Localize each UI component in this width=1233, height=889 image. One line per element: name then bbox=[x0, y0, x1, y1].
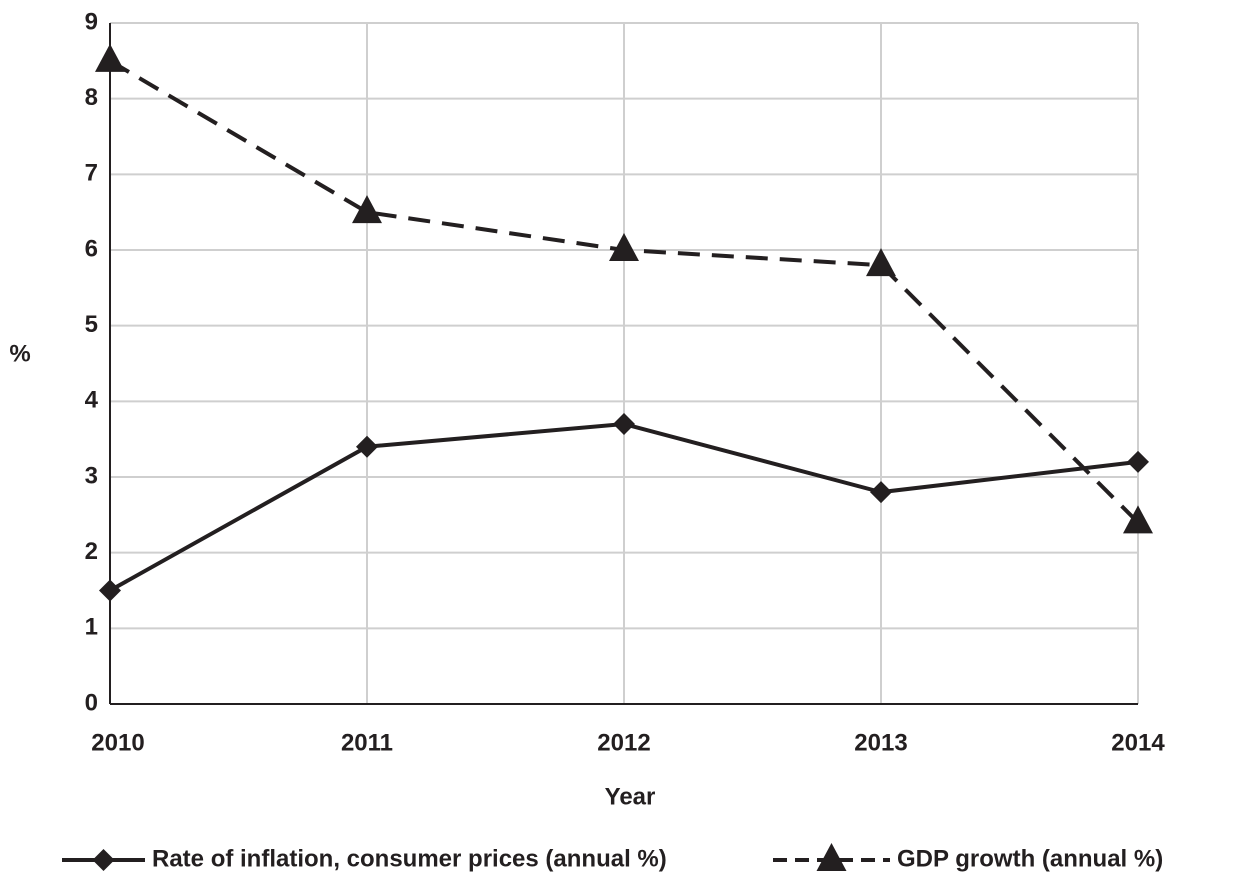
y-axis-label: % bbox=[9, 340, 30, 367]
legend-label: Rate of inflation, consumer prices (annu… bbox=[152, 845, 667, 872]
y-tick-label: 3 bbox=[85, 462, 98, 489]
x-tick-label: 2014 bbox=[1111, 729, 1165, 756]
triangle-marker bbox=[1123, 505, 1153, 534]
triangle-marker bbox=[95, 43, 125, 72]
diamond-marker bbox=[356, 435, 378, 458]
triangle-marker bbox=[816, 843, 847, 871]
x-tick-label: 2010 bbox=[91, 729, 144, 756]
diamond-marker bbox=[92, 849, 115, 871]
diamond-marker bbox=[613, 413, 635, 436]
triangle-marker bbox=[609, 233, 639, 261]
x-tick-label: 2012 bbox=[597, 729, 650, 756]
triangle-marker bbox=[866, 248, 896, 277]
diamond-marker bbox=[870, 481, 892, 504]
y-tick-label: 5 bbox=[85, 311, 98, 338]
y-tick-label: 0 bbox=[85, 689, 98, 716]
diamond-marker bbox=[1127, 450, 1149, 473]
y-tick-label: 7 bbox=[85, 160, 98, 187]
x-tick-label: 2011 bbox=[341, 729, 393, 756]
y-tick-label: 8 bbox=[85, 84, 98, 111]
y-tick-label: 4 bbox=[85, 387, 99, 414]
x-axis-label: Year bbox=[605, 783, 656, 810]
y-tick-label: 6 bbox=[85, 235, 98, 262]
y-tick-label: 9 bbox=[85, 8, 98, 35]
triangle-marker bbox=[352, 195, 382, 224]
y-tick-label: 1 bbox=[85, 614, 98, 641]
y-tick-label: 2 bbox=[85, 538, 98, 565]
diamond-marker bbox=[99, 579, 121, 602]
x-tick-label: 2013 bbox=[854, 729, 907, 756]
legend-label: GDP growth (annual %) bbox=[897, 845, 1163, 872]
